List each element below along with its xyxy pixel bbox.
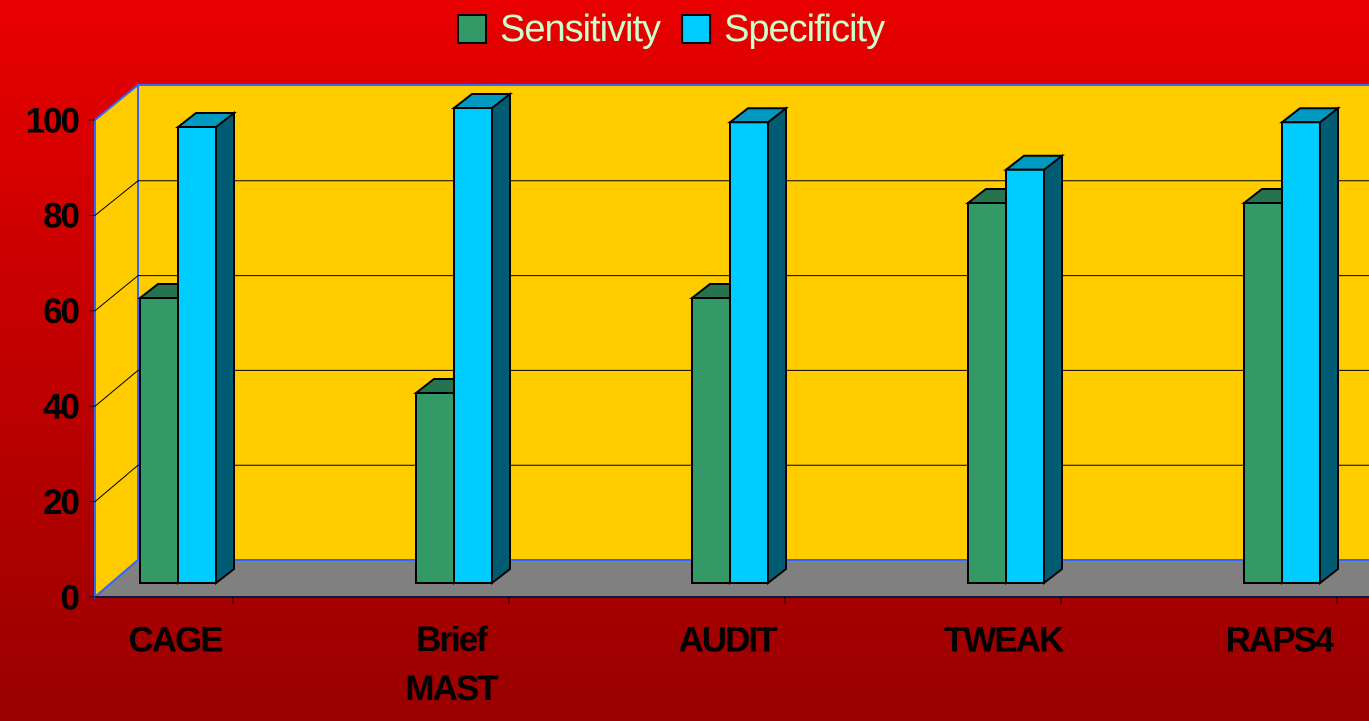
x-tick-label: RAPS4	[1226, 620, 1335, 659]
bar-side	[491, 91, 511, 586]
bar	[729, 121, 769, 584]
bar-3d	[175, 110, 237, 586]
y-tick-label: 0	[61, 578, 80, 617]
x-tick-label: TWEAK	[944, 620, 1064, 659]
bar-side	[767, 106, 787, 586]
bar	[139, 297, 179, 584]
bar-3d	[1279, 106, 1341, 586]
grid-line-side	[94, 370, 139, 407]
bar	[1281, 121, 1321, 584]
y-tick-label: 80	[43, 197, 79, 236]
bar-3d	[727, 106, 789, 586]
legend-label: Specificity	[724, 8, 885, 50]
x-tick-label: Brief MAST	[405, 620, 498, 708]
x-tick-label: AUDIT	[679, 620, 778, 659]
bar	[177, 126, 217, 584]
legend-swatch	[681, 14, 712, 44]
legend-swatch	[457, 14, 487, 44]
bar-3d	[1003, 153, 1065, 586]
grid-line-side	[94, 180, 139, 216]
bar	[967, 202, 1007, 584]
y-tick-label: 20	[43, 483, 79, 522]
bar-side	[215, 110, 235, 586]
bar	[691, 297, 731, 584]
y-tick-label: 40	[43, 387, 79, 426]
legend-label: Sensitivity	[500, 8, 661, 50]
grid-line-side	[94, 275, 139, 312]
grid-line-side	[94, 464, 139, 502]
bar	[453, 107, 493, 584]
bar	[415, 392, 455, 584]
bar-side	[1043, 153, 1063, 586]
bar-3d	[451, 91, 513, 586]
bar-side	[1319, 106, 1339, 586]
x-tick-label: CAGE	[128, 620, 222, 659]
bar	[1005, 168, 1045, 584]
left-wall	[94, 82, 139, 600]
y-tick-label: 100	[26, 101, 80, 140]
y-tick-label: 60	[43, 292, 79, 331]
bar	[1243, 202, 1283, 584]
